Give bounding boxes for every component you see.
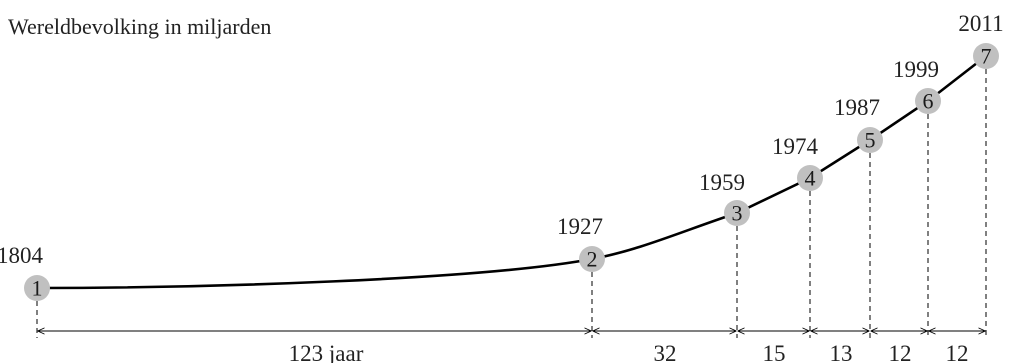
milestone-3: 3: [724, 200, 750, 226]
milestone-number: 7: [981, 44, 992, 69]
milestone-number: 5: [865, 128, 876, 153]
milestone-number: 6: [923, 89, 934, 114]
milestone-circle: [797, 165, 823, 191]
interval-label-6: 12: [946, 341, 969, 363]
milestone-circle: [857, 127, 883, 153]
milestone-circle: [24, 275, 50, 301]
milestone-circle: [724, 200, 750, 226]
interval-labels: 123 jaar 32 15 13 12 12: [289, 341, 969, 363]
year-label-1927: 1927: [557, 214, 603, 239]
milestone-circle: [915, 88, 941, 114]
dashed-drop-lines: [36, 69, 987, 338]
milestone-year-labels: 1804 1927 1959 1974 1987 1999 2011: [0, 11, 1004, 268]
interval-label-1: 123 jaar: [289, 341, 364, 363]
year-label-1987: 1987: [834, 95, 880, 120]
milestone-7: 7: [973, 43, 999, 69]
milestone-number: 3: [732, 201, 743, 226]
milestone-circle: [579, 246, 605, 272]
interval-label-5: 12: [889, 341, 912, 363]
milestone-number: 1: [32, 276, 43, 301]
milestone-2: 2: [579, 246, 605, 272]
population-curve: [36, 54, 987, 290]
year-label-1999: 1999: [893, 57, 939, 82]
diagram-title: Wereldbevolking in miljarden: [8, 14, 271, 39]
year-label-1974: 1974: [772, 134, 819, 159]
milestone-circle: [973, 43, 999, 69]
interval-label-4: 13: [830, 341, 853, 363]
milestone-1: 1: [24, 275, 50, 301]
interval-label-3: 15: [763, 341, 786, 363]
year-label-1959: 1959: [699, 170, 745, 195]
interval-label-2: 32: [654, 341, 677, 363]
milestone-5: 5: [857, 127, 883, 153]
milestone-number: 4: [805, 166, 816, 191]
milestone-number: 2: [587, 247, 598, 272]
milestone-6: 6: [915, 88, 941, 114]
milestone-4: 4: [797, 165, 823, 191]
milestone-markers: 1 2 3 4 5 6 7: [24, 43, 999, 301]
year-label-1804: 1804: [0, 243, 44, 268]
year-label-2011: 2011: [958, 11, 1003, 36]
